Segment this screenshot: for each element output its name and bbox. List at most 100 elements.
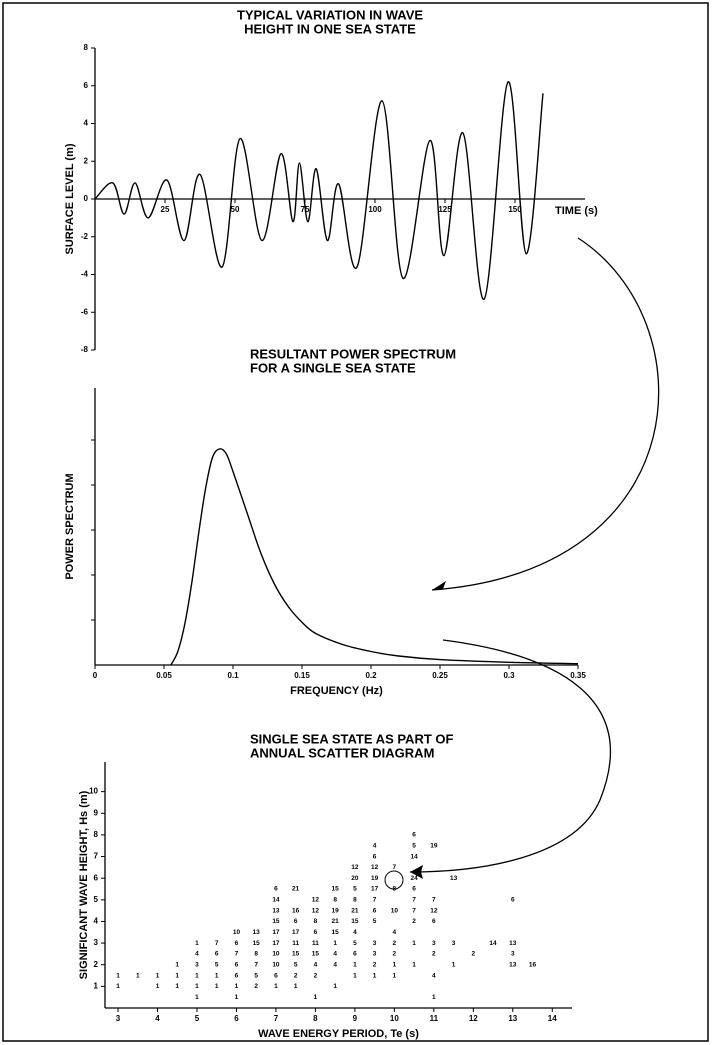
cell-count: 10 bbox=[272, 951, 280, 958]
chart-title: RESULTANT POWER SPECTRUM bbox=[250, 346, 456, 361]
cell-count: 16 bbox=[529, 961, 537, 968]
cell-count: 10 bbox=[391, 907, 399, 914]
cell-count: 1 bbox=[393, 972, 397, 979]
cell-count: 12 bbox=[371, 864, 379, 871]
cell-count: 13 bbox=[253, 929, 261, 936]
cell-count: 2 bbox=[393, 940, 397, 947]
arrow bbox=[409, 639, 612, 873]
cell-count: 14 bbox=[272, 897, 280, 904]
cell-count: 1 bbox=[156, 983, 160, 990]
y-tick-label: -6 bbox=[81, 307, 89, 316]
x-tick-label: 0.2 bbox=[365, 671, 377, 680]
cell-count: 4 bbox=[432, 972, 436, 979]
cell-count: 3 bbox=[195, 961, 199, 968]
cell-count: 2 bbox=[254, 983, 258, 990]
cell-count: 3 bbox=[511, 951, 515, 958]
cell-count: 1 bbox=[215, 983, 219, 990]
cell-count: 8 bbox=[314, 918, 318, 925]
x-tick-label: 10 bbox=[390, 1014, 399, 1023]
cell-count: 21 bbox=[292, 886, 300, 893]
y-tick-label: -8 bbox=[81, 345, 89, 354]
cell-count: 2 bbox=[432, 951, 436, 958]
cell-count: 13 bbox=[272, 907, 280, 914]
x-tick-label: 6 bbox=[234, 1014, 239, 1023]
cell-count: 1 bbox=[452, 961, 456, 968]
cell-count: 5 bbox=[353, 940, 357, 947]
y-tick-label: 8 bbox=[94, 830, 99, 839]
x-tick-label: 0.35 bbox=[570, 671, 586, 680]
cell-count: 19 bbox=[371, 875, 379, 882]
cell-count: 4 bbox=[373, 842, 377, 849]
cell-count: 6 bbox=[373, 907, 377, 914]
x-tick-label: 7 bbox=[274, 1014, 279, 1023]
cell-count: 7 bbox=[235, 951, 239, 958]
cell-count: 5 bbox=[412, 842, 416, 849]
cell-count: 1 bbox=[195, 972, 199, 979]
cell-count: 6 bbox=[274, 972, 278, 979]
cell-count: 1 bbox=[333, 983, 337, 990]
cell-count: 5 bbox=[294, 961, 298, 968]
cell-count: 1 bbox=[175, 961, 179, 968]
cell-count: 6 bbox=[511, 897, 515, 904]
x-tick-label: 0.3 bbox=[503, 671, 515, 680]
chart-title: HEIGHT IN ONE SEA STATE bbox=[244, 21, 416, 36]
cell-count: 6 bbox=[235, 972, 239, 979]
y-tick-label: 10 bbox=[89, 787, 98, 796]
cell-count: 14 bbox=[410, 853, 418, 860]
cell-count: 15 bbox=[253, 940, 261, 947]
cell-count: 15 bbox=[351, 918, 359, 925]
cell-count: 1 bbox=[235, 994, 239, 1001]
x-tick-label: 100 bbox=[368, 205, 382, 214]
cell-count: 6 bbox=[353, 951, 357, 958]
cell-count: 7 bbox=[432, 897, 436, 904]
cell-count: 13 bbox=[509, 961, 517, 968]
y-tick-label: 2 bbox=[84, 156, 89, 165]
cell-count: 6 bbox=[373, 853, 377, 860]
cell-count: 5 bbox=[373, 918, 377, 925]
cell-count: 1 bbox=[353, 961, 357, 968]
cell-count: 4 bbox=[333, 951, 337, 958]
cell-count: 21 bbox=[332, 918, 340, 925]
cell-count: 8 bbox=[353, 897, 357, 904]
cell-count: 1 bbox=[333, 940, 337, 947]
cell-count: 13 bbox=[450, 875, 458, 882]
cell-count: 1 bbox=[294, 983, 298, 990]
cell-count: 16 bbox=[292, 907, 300, 914]
cell-count: 6 bbox=[235, 940, 239, 947]
cell-count: 19 bbox=[332, 907, 340, 914]
cell-count: 1 bbox=[215, 972, 219, 979]
cell-count: 13 bbox=[509, 940, 517, 947]
data-line bbox=[94, 81, 544, 300]
x-tick-label: 11 bbox=[430, 1014, 439, 1023]
cell-count: 1 bbox=[412, 940, 416, 947]
cell-count: 17 bbox=[272, 940, 280, 947]
y-tick-label: 5 bbox=[94, 895, 99, 904]
cell-count: 6 bbox=[412, 886, 416, 893]
chart-title: ANNUAL SCATTER DIAGRAM bbox=[250, 745, 434, 760]
cell-count: 20 bbox=[351, 875, 359, 882]
cell-count: 8 bbox=[333, 897, 337, 904]
x-tick-label: 0.25 bbox=[432, 671, 448, 680]
y-tick-label: 2 bbox=[94, 960, 99, 969]
x-tick-label: 150 bbox=[508, 205, 522, 214]
y-tick-label: 4 bbox=[94, 917, 99, 926]
cell-count: 4 bbox=[333, 961, 337, 968]
cell-count: 21 bbox=[351, 907, 359, 914]
cell-count: 12 bbox=[312, 897, 320, 904]
cell-count: 1 bbox=[116, 983, 120, 990]
cell-count: 4 bbox=[393, 929, 397, 936]
x-tick-label: 0.1 bbox=[227, 671, 239, 680]
cell-count: 1 bbox=[136, 972, 140, 979]
x-tick-label: 125 bbox=[438, 205, 452, 214]
cell-count: 3 bbox=[452, 940, 456, 947]
arrow bbox=[431, 237, 660, 591]
y-axis-label: SIGNIFICANT WAVE HEIGHT, Hs (m) bbox=[78, 790, 90, 979]
chart-title: TYPICAL VARIATION IN WAVE bbox=[237, 7, 423, 22]
cell-count: 11 bbox=[312, 940, 319, 947]
cell-count: 1 bbox=[195, 940, 199, 947]
cell-count: 6 bbox=[235, 961, 239, 968]
cell-count: 10 bbox=[272, 961, 280, 968]
arrow-head bbox=[410, 865, 423, 879]
cell-count: 6 bbox=[215, 951, 219, 958]
